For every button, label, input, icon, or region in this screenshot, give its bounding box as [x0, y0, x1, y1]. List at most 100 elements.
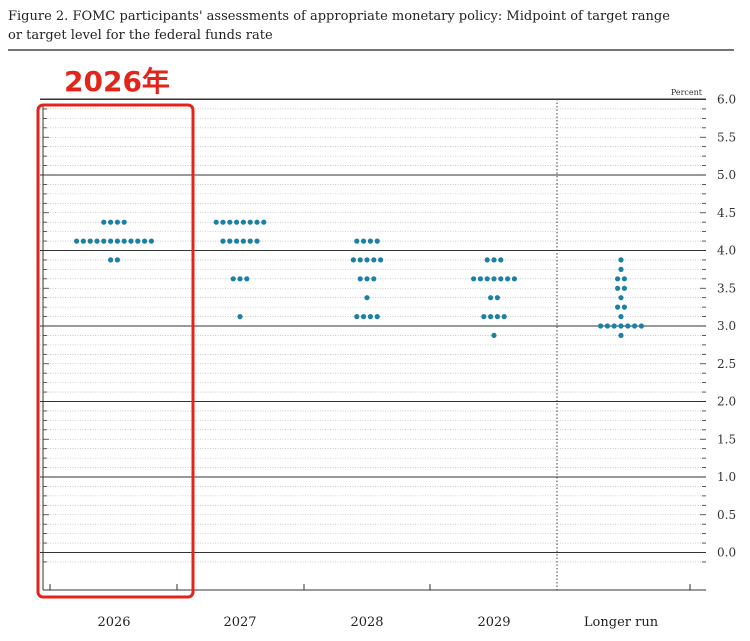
participant-dot	[354, 238, 360, 244]
participant-dot	[371, 276, 377, 282]
participant-dot	[361, 238, 367, 244]
participant-dot	[374, 314, 380, 320]
annotation-label: 2026年	[64, 65, 170, 98]
participant-dot	[361, 314, 367, 320]
participant-dot	[354, 314, 360, 320]
participant-dot	[484, 276, 490, 282]
participant-dot	[357, 276, 363, 282]
y-tick-label: 2.5	[717, 357, 736, 371]
participant-dot	[488, 314, 494, 320]
participant-dot	[261, 219, 267, 225]
x-category-label: 2029	[477, 615, 510, 630]
participant-dot	[142, 238, 148, 244]
participant-dot	[247, 219, 253, 225]
participant-dot	[621, 276, 628, 282]
participant-dot	[498, 257, 504, 263]
participant-dot	[481, 314, 487, 320]
participant-dot	[220, 219, 226, 225]
participant-dot	[618, 295, 624, 301]
participant-dot	[615, 304, 621, 310]
participant-dot	[230, 276, 236, 282]
participant-dot	[240, 238, 246, 244]
participant-dot	[114, 219, 120, 225]
participant-dot	[598, 323, 604, 329]
participant-dot	[471, 276, 477, 282]
participant-dot	[114, 238, 120, 244]
x-category-label: Longer run	[584, 615, 659, 630]
participant-dot	[625, 323, 631, 329]
participant-dot	[621, 285, 628, 291]
participant-dot	[364, 276, 370, 282]
participant-dot	[364, 295, 370, 301]
y-tick-label: 0.5	[717, 508, 736, 522]
participant-dot	[618, 332, 624, 338]
y-tick-label: 1.5	[717, 432, 736, 446]
participant-dot	[638, 323, 645, 329]
participant-dot	[254, 238, 260, 244]
participant-dot	[227, 238, 233, 244]
participant-dot	[108, 238, 114, 244]
participant-dot	[220, 238, 226, 244]
participant-dot	[80, 238, 86, 244]
participant-dot	[491, 257, 497, 263]
participant-dot	[114, 257, 120, 263]
participant-dot	[213, 219, 219, 225]
y-tick-label: 5.5	[717, 130, 736, 144]
participant-dot	[135, 238, 141, 244]
y-tick-label: 6.0	[717, 93, 736, 107]
y-tick-label: 3.5	[717, 281, 736, 295]
participant-dot	[511, 276, 517, 282]
participant-dot	[498, 276, 504, 282]
y-tick-label: 2.0	[717, 395, 736, 409]
participant-dot	[367, 314, 373, 320]
participant-dot	[244, 276, 250, 282]
participant-dot	[357, 257, 363, 263]
participant-dot	[121, 238, 127, 244]
participant-dot	[477, 276, 483, 282]
participant-dot	[101, 238, 107, 244]
participant-dot	[491, 276, 497, 282]
y-tick-label: 3.0	[717, 319, 736, 333]
participant-dot	[121, 219, 127, 225]
participant-dot	[74, 238, 80, 244]
participant-dot	[632, 323, 638, 329]
participant-dot	[604, 323, 611, 329]
y-unit-label: Percent	[671, 88, 703, 97]
participant-dot	[237, 314, 243, 320]
participant-dot	[367, 238, 373, 244]
participant-dot	[611, 323, 617, 329]
participant-dot	[494, 314, 500, 320]
participant-dot	[618, 266, 624, 272]
participant-dot	[618, 314, 624, 320]
participant-dot	[234, 238, 240, 244]
participant-dot	[491, 332, 497, 338]
participant-dot	[488, 295, 494, 301]
highlight-box-2026	[36, 103, 195, 599]
participant-dot	[505, 276, 511, 282]
participant-dot	[501, 314, 507, 320]
participant-dot	[350, 257, 356, 263]
figure-title-line-1: Figure 2. FOMC participants' assessments…	[8, 9, 670, 24]
y-tick-label: 0.0	[717, 546, 736, 560]
x-category-label: 2026	[97, 615, 130, 630]
participant-dot	[94, 238, 100, 244]
participant-dot	[237, 276, 243, 282]
y-tick-label: 4.0	[717, 244, 736, 258]
participant-dot	[621, 304, 628, 310]
participant-dot	[618, 257, 624, 263]
participant-dot	[108, 257, 114, 263]
participant-dot	[128, 238, 134, 244]
participant-dot	[240, 219, 246, 225]
participant-dot	[227, 219, 233, 225]
participant-dot	[371, 257, 377, 263]
participant-dot	[108, 219, 114, 225]
participant-dot	[618, 323, 624, 329]
participant-dot	[101, 219, 107, 225]
participant-dot	[494, 295, 500, 301]
x-category-label: 2027	[223, 615, 256, 630]
participant-dot	[615, 285, 621, 291]
figure-title-line-2: or target level for the federal funds ra…	[8, 28, 273, 43]
y-tick-label: 5.0	[717, 168, 736, 182]
x-category-label: 2028	[350, 615, 383, 630]
